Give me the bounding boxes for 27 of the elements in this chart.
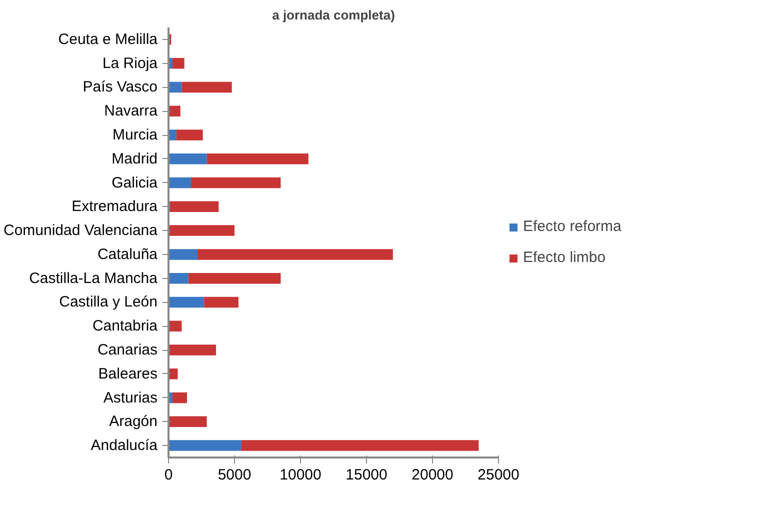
y-tick-label: Comunidad Valenciana	[4, 222, 158, 240]
y-tick-label: Cataluña	[97, 246, 158, 263]
x-tick-label: 25000	[478, 466, 520, 484]
y-tick-label: Castilla y León	[59, 294, 158, 311]
y-tick-label: Navarra	[104, 102, 158, 120]
chart-title: a jornada completa)	[272, 8, 395, 22]
y-tick-label: Ceuta e Melilla	[58, 30, 158, 48]
y-tick-label: Cantabria	[92, 318, 158, 335]
y-tick-label: Madrid	[112, 150, 158, 168]
x-tick-label: 0	[164, 466, 173, 484]
y-tick-label: Murcia	[112, 126, 158, 144]
y-tick-label: Castilla-La Mancha	[29, 270, 158, 287]
y-tick-label: Canarias	[97, 342, 158, 358]
x-tick-label: 15000	[346, 466, 388, 484]
legend-label: Efecto reforma	[523, 218, 622, 235]
y-tick-label: Baleares	[98, 365, 158, 382]
y-tick-label: Extremadura	[72, 198, 158, 216]
x-tick-label: 10000	[280, 466, 322, 484]
y-tick-label: Asturias	[103, 389, 158, 406]
y-tick-label: Galicia	[112, 174, 158, 192]
y-tick-label: Andalucía	[90, 437, 158, 454]
y-tick-label: La Rioja	[102, 54, 158, 72]
x-tick-label: 5000	[218, 466, 252, 484]
legend-label: Efecto limbo	[523, 249, 606, 266]
x-tick-label: 20000	[412, 466, 454, 484]
y-tick-label: Aragón	[109, 413, 158, 430]
y-tick-label: País Vasco	[82, 78, 158, 96]
